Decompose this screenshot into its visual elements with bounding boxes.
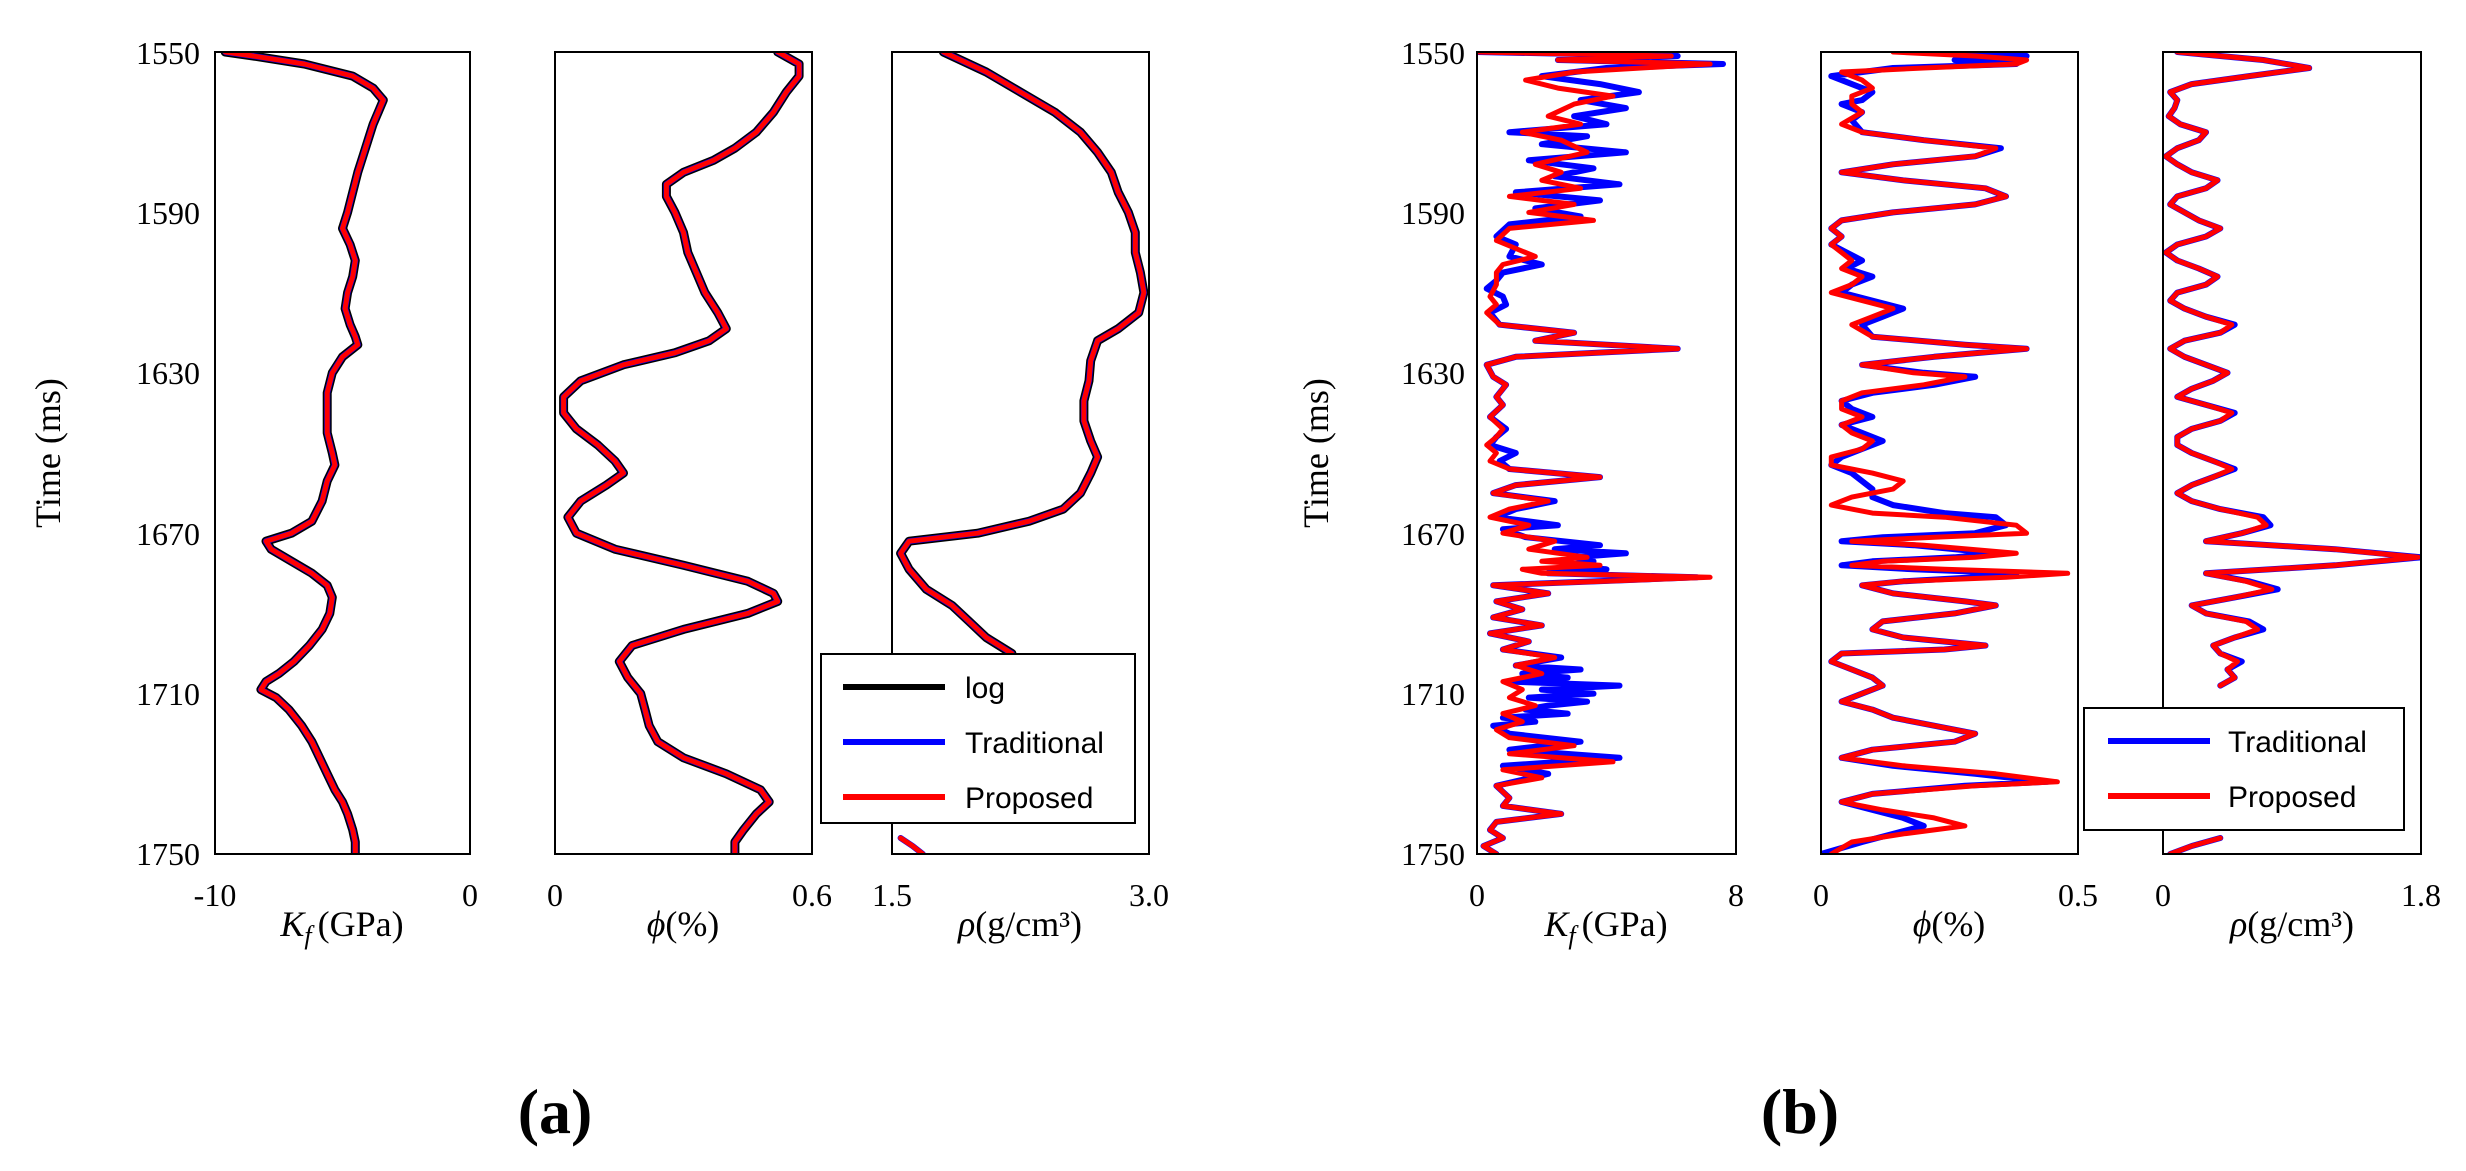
track-a-kf-frame <box>214 51 471 855</box>
panel-a-label: (a) <box>518 1076 593 1147</box>
track-b-kf: 0 8 Kf (GPa) <box>1469 51 1744 950</box>
curve-a-2-proposed <box>898 52 1147 656</box>
track-b-kf-xtick-max: 8 <box>1728 877 1744 913</box>
track-a-rho-curves <box>896 52 1149 854</box>
track-b-rho-xlabel: ρ(g/cm³) <box>2229 904 2354 944</box>
track-b-phi-xlabel: ϕ(%) <box>1913 904 1986 944</box>
track-b-phi-frame <box>1820 51 2079 855</box>
legend-a-log-label: log <box>965 672 1005 705</box>
track-a-phi: 0 0.6 ϕ(%) <box>547 51 832 944</box>
track-a-kf-xlabel: Kf (GPa) <box>279 904 403 950</box>
panel-b-tick-1750: 1750 <box>1401 836 1465 872</box>
track-a-kf: -10 0 Kf (GPa) <box>194 51 478 950</box>
curve-a-0-proposed <box>222 52 386 854</box>
panel-b-tick-1550: 1550 <box>1401 35 1465 71</box>
panel-b: Time (ms) 1550 1590 1630 1670 1710 1750 … <box>1296 35 2441 1147</box>
track-a-phi-xlabel: ϕ(%) <box>647 904 720 944</box>
curve-a-2-log <box>896 52 1149 658</box>
track-b-rho-curves <box>2163 52 2421 854</box>
panel-a-tick-1750: 1750 <box>136 836 200 872</box>
legend-a: log Traditional Proposed <box>820 653 1136 824</box>
track-b-rho-xtick-min: 0 <box>2155 877 2171 913</box>
legend-a-traditional-label: Traditional <box>965 727 1104 760</box>
panel-b-tick-1710: 1710 <box>1401 676 1465 712</box>
panel-b-label: (b) <box>1761 1076 1839 1147</box>
panel-b-tick-1670: 1670 <box>1401 516 1465 552</box>
track-a-kf-xtick-min: -10 <box>194 877 237 913</box>
curve-b-2-traditional <box>2163 52 2421 689</box>
track-b-rho-frame <box>2162 51 2422 855</box>
legend-b-proposed-label: Proposed <box>2228 781 2356 814</box>
legend-b-traditional-label: Traditional <box>2228 726 2367 759</box>
curve-b-2-proposed-part1 <box>2167 835 2223 854</box>
curve-a-1-proposed <box>561 52 802 854</box>
panel-a-tick-1670: 1670 <box>136 516 200 552</box>
curve-b-0-proposed <box>1477 52 1713 854</box>
legend-b-box <box>2083 707 2405 831</box>
track-a-rho-frame <box>891 51 1150 855</box>
track-b-kf-frame <box>1476 51 1737 855</box>
legend-b: Traditional Proposed <box>2083 707 2405 831</box>
panel-a-tick-1630: 1630 <box>136 355 200 391</box>
track-a-rho-xlabel: ρ(g/cm³) <box>957 904 1082 944</box>
track-a-rho-xtick-max: 3.0 <box>1129 877 1169 913</box>
curve-a-2-traditional <box>897 52 1147 657</box>
track-b-kf-curves <box>1477 52 1726 854</box>
track-a-phi-frame <box>554 51 813 855</box>
panel-a-tick-1590: 1590 <box>136 195 200 231</box>
track-a-phi-xtick-min: 0 <box>547 877 563 913</box>
track-b-rho: 0 1.8 ρ(g/cm³) Traditional Proposed <box>2083 51 2441 944</box>
track-a-kf-curves <box>220 52 388 854</box>
curve-b-2-proposed <box>2163 52 2421 689</box>
panel-a-tick-1550: 1550 <box>136 35 200 71</box>
curve-a-2-proposed-part1 <box>898 835 926 854</box>
panel-b-time-axis-label: Time (ms) <box>1296 378 1336 528</box>
track-b-phi: 0 0.5 ϕ(%) <box>1813 51 2098 944</box>
panel-a: Time (ms) 1550 1590 1630 1670 1710 1750 … <box>28 35 1169 1147</box>
track-b-phi-xtick-max: 0.5 <box>2058 877 2098 913</box>
panel-b-tick-1630: 1630 <box>1401 355 1465 391</box>
track-a-kf-xtick-max: 0 <box>462 877 478 913</box>
panel-a-tick-1710: 1710 <box>136 676 200 712</box>
curve-b-0-traditional <box>1477 52 1726 854</box>
panel-a-time-axis-label: Time (ms) <box>28 378 68 528</box>
track-b-rho-xtick-max: 1.8 <box>2401 877 2441 913</box>
legend-a-proposed-label: Proposed <box>965 782 1093 815</box>
track-b-phi-curves <box>1821 52 2071 854</box>
track-a-phi-xtick-max: 0.6 <box>792 877 832 913</box>
track-a-rho-xtick-min: 1.5 <box>872 877 912 913</box>
track-a-phi-curves <box>559 52 804 854</box>
curve-b-1-proposed <box>1828 52 2071 854</box>
track-b-kf-xlabel: Kf (GPa) <box>1543 904 1667 950</box>
track-a-rho: 1.5 3.0 ρ(g/cm³) log Traditional Propose… <box>820 51 1169 944</box>
panel-b-tick-1590: 1590 <box>1401 195 1465 231</box>
track-b-phi-xtick-min: 0 <box>1813 877 1829 913</box>
track-b-kf-xtick-min: 0 <box>1469 877 1485 913</box>
